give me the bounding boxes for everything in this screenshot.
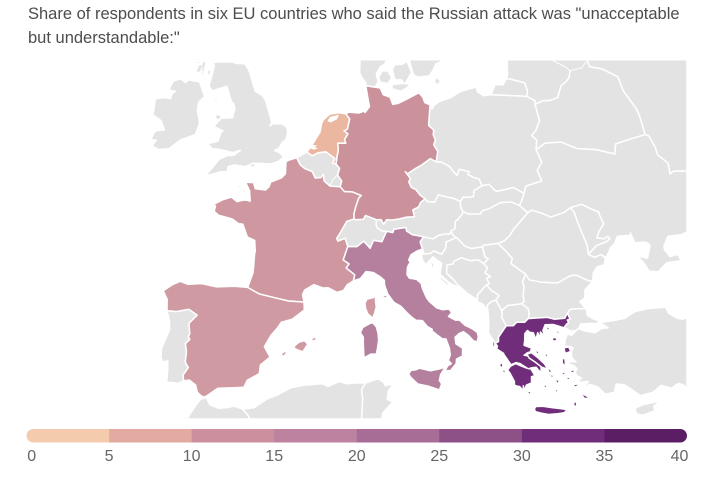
svg-text:0: 0 (27, 448, 36, 465)
svg-text:15: 15 (265, 448, 283, 465)
svg-text:25: 25 (430, 448, 448, 465)
svg-text:30: 30 (513, 448, 531, 465)
svg-text:5: 5 (105, 448, 114, 465)
svg-text:40: 40 (671, 448, 689, 465)
svg-text:20: 20 (348, 448, 366, 465)
svg-text:10: 10 (183, 448, 201, 465)
svg-text:35: 35 (596, 448, 614, 465)
